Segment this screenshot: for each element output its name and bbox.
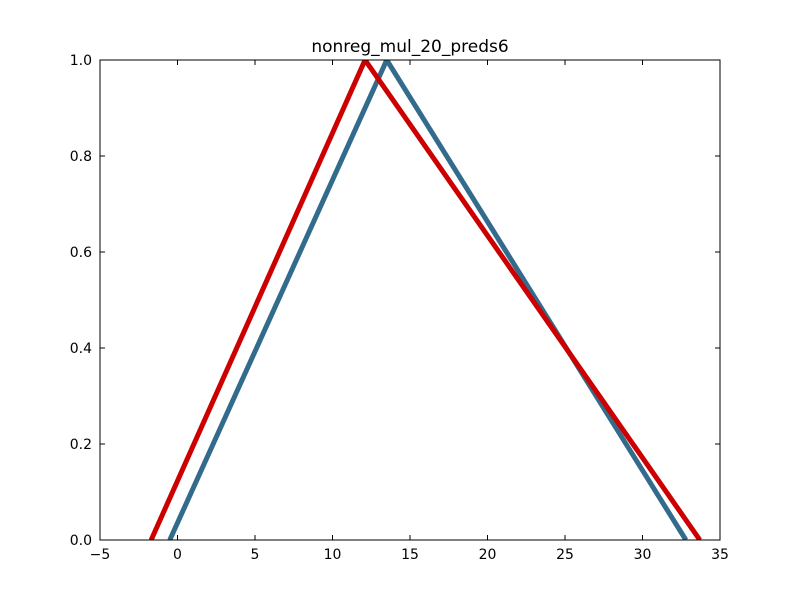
x-tick-label: 25 bbox=[556, 547, 574, 563]
y-tick-label: 0.2 bbox=[70, 437, 92, 453]
x-tick-label: 5 bbox=[251, 547, 260, 563]
x-tick-label: 0 bbox=[173, 547, 182, 563]
chart-title: nonreg_mul_20_preds6 bbox=[311, 37, 508, 57]
series-line-2 bbox=[148, 60, 702, 540]
x-tick-label: 35 bbox=[711, 547, 729, 563]
plot-area bbox=[100, 60, 720, 540]
x-tick-labels: −5 0 5 10 15 20 25 30 35 bbox=[90, 547, 729, 563]
x-tick-label: 30 bbox=[634, 547, 652, 563]
y-tick-labels: 0.0 0.2 0.4 0.6 0.8 1.0 bbox=[70, 53, 92, 549]
y-tick-label: 1.0 bbox=[70, 53, 92, 69]
y-tick-label: 0.0 bbox=[70, 533, 92, 549]
x-tick-label: 10 bbox=[324, 547, 342, 563]
x-tick-label: −5 bbox=[90, 547, 111, 563]
y-tick-label: 0.6 bbox=[70, 245, 92, 261]
y-tick-label: 0.8 bbox=[70, 149, 92, 165]
y-tick-label: 0.4 bbox=[70, 341, 92, 357]
x-tick-label: 20 bbox=[479, 547, 497, 563]
x-tick-label: 15 bbox=[401, 547, 419, 563]
plot-frame bbox=[99, 59, 721, 541]
series-layer bbox=[148, 60, 702, 540]
